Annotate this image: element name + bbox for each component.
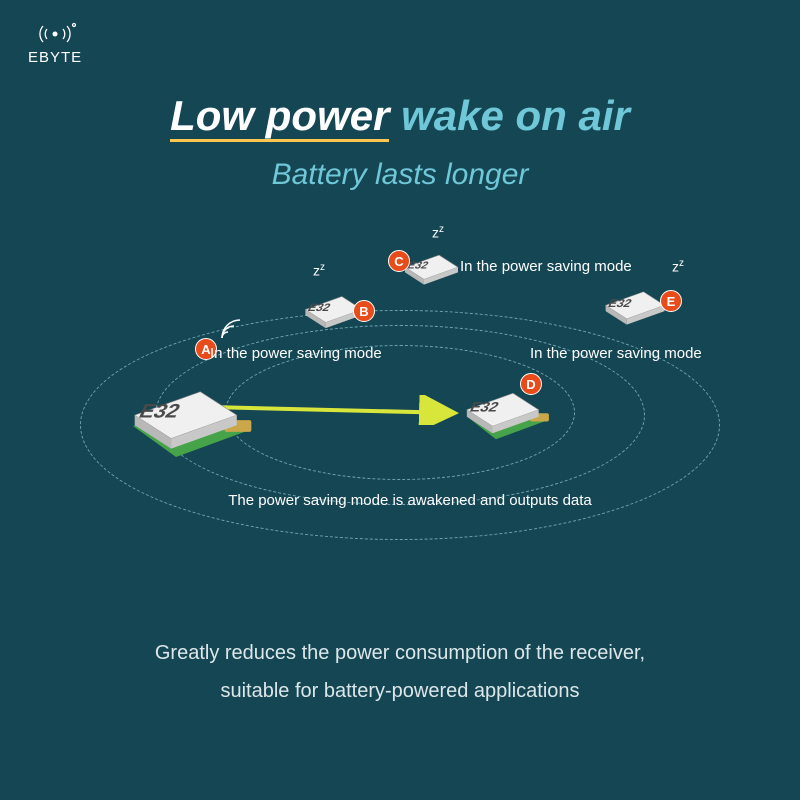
module-d: E32 <box>460 385 554 449</box>
module-a: E32 <box>125 380 259 469</box>
sleep-icon: zz <box>432 224 444 241</box>
caption-c: In the power saving mode <box>460 258 632 275</box>
badge-d: D <box>520 373 542 395</box>
headline-rest: wake on air <box>389 92 629 139</box>
diagram: E32 E32 E32 E32 E32 A B C D E <box>0 210 800 580</box>
badge-c: C <box>388 250 410 272</box>
badge-e: E <box>660 290 682 312</box>
headline: Low power wake on air <box>0 92 800 140</box>
subtitle: Battery lasts longer <box>0 158 800 192</box>
brand-logo: R EBYTE <box>28 22 82 66</box>
caption-b: In the power saving mode <box>210 345 382 362</box>
footer-text: Greatly reduces the power consumption of… <box>0 634 800 710</box>
antenna-icon: R <box>33 22 77 46</box>
caption-e: In the power saving mode <box>530 345 702 362</box>
caption-d: The power saving mode is awakened and ou… <box>210 492 610 509</box>
badge-b: B <box>353 300 375 322</box>
sleep-icon: zz <box>672 258 684 275</box>
footer-line-1: Greatly reduces the power consumption of… <box>0 634 800 672</box>
headline-accent: Low power <box>170 92 389 142</box>
signal-waves-icon <box>218 318 244 344</box>
sleep-icon: zz <box>313 262 325 279</box>
module-c: E32 <box>400 249 469 297</box>
footer-line-2: suitable for battery-powered application… <box>0 672 800 710</box>
brand-name: EBYTE <box>28 49 82 66</box>
